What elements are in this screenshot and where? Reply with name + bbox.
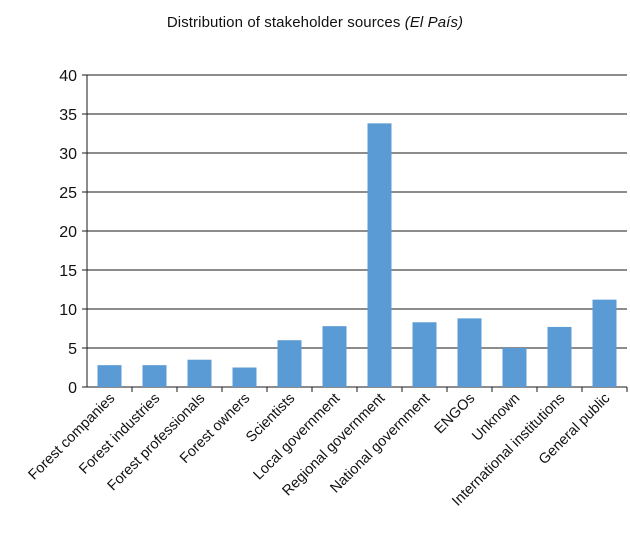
bar xyxy=(502,348,527,387)
axes xyxy=(82,74,628,392)
bar xyxy=(457,318,482,387)
chart-subtitle: (El País) xyxy=(404,14,464,31)
bar xyxy=(322,326,347,387)
bar xyxy=(547,326,572,387)
y-tick-label: 25 xyxy=(59,185,77,202)
bar xyxy=(592,299,617,387)
chart-title: Distribution of stakeholder sources (El … xyxy=(0,14,630,31)
chart-title-text: Distribution of stakeholder sources xyxy=(166,14,401,31)
bar xyxy=(232,367,257,387)
bar xyxy=(412,322,437,387)
y-tick-label: 40 xyxy=(59,68,77,85)
y-tick-labels: 0 5 10 15 20 25 30 35 40 xyxy=(59,68,77,397)
bar xyxy=(277,340,302,387)
y-tick-label: 5 xyxy=(68,341,77,358)
x-tick-label: Forest industries xyxy=(76,391,163,478)
bar xyxy=(187,359,212,387)
bar xyxy=(142,365,167,387)
y-tick-label: 0 xyxy=(68,380,77,397)
bar xyxy=(97,365,122,387)
y-tick-label: 15 xyxy=(59,263,77,280)
y-tick-label: 35 xyxy=(59,107,77,124)
gridlines xyxy=(87,74,627,349)
y-tick-label: 20 xyxy=(59,224,77,241)
bar xyxy=(367,123,392,388)
y-tick-label: 30 xyxy=(59,146,77,163)
bars xyxy=(97,123,617,388)
y-tick-label: 10 xyxy=(59,302,77,319)
